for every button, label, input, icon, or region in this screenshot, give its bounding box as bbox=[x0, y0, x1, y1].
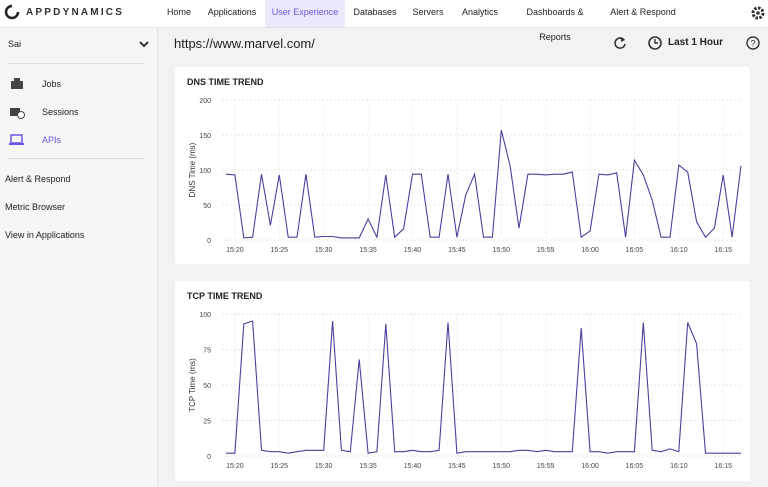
nav-item[interactable]: User Experience bbox=[265, 0, 345, 27]
chart-card: DNS TIME TREND DNS Time (ms) 0 50 100 150 200 1… bbox=[175, 67, 750, 264]
divider bbox=[8, 158, 144, 159]
svg-text:?: ? bbox=[750, 39, 755, 49]
y-tick-label: 25 bbox=[203, 419, 211, 426]
x-tick-label: 15:30 bbox=[315, 247, 333, 254]
side-link[interactable]: View in Applications bbox=[5, 230, 84, 240]
nav-item[interactable]: Analytics bbox=[455, 0, 505, 27]
nav-item[interactable]: Databases bbox=[349, 0, 401, 27]
x-tick-label: 15:40 bbox=[404, 247, 422, 254]
x-tick-label: 15:35 bbox=[359, 247, 377, 254]
nav-item[interactable]: Alert & Respond bbox=[605, 0, 681, 27]
logo: APPDYNAMICS bbox=[26, 7, 124, 18]
x-tick-label: 16:10 bbox=[670, 463, 688, 470]
y-tick-label: 0 bbox=[207, 454, 211, 461]
y-axis-label: DNS Time (ms) bbox=[188, 142, 197, 197]
sessions-icon bbox=[9, 105, 25, 119]
x-tick-label: 15:20 bbox=[226, 247, 244, 254]
y-tick-label: 200 bbox=[199, 98, 211, 105]
y-tick-label: 75 bbox=[203, 348, 211, 355]
y-tick-label: 50 bbox=[203, 203, 211, 210]
chevron bbox=[139, 41, 149, 49]
jobs-icon bbox=[10, 78, 24, 90]
x-tick-label: 15:30 bbox=[315, 463, 333, 470]
side-link[interactable]: Metric Browser bbox=[5, 202, 65, 212]
data-line bbox=[226, 321, 741, 453]
x-tick-label: 16:15 bbox=[714, 463, 732, 470]
data-line bbox=[226, 130, 741, 238]
divider bbox=[8, 63, 144, 64]
time-range[interactable]: Last 1 Hour bbox=[668, 37, 723, 48]
side-item-active[interactable]: APIs bbox=[42, 135, 61, 145]
x-tick-label: 15:40 bbox=[404, 463, 422, 470]
settings-icon[interactable] bbox=[750, 5, 766, 21]
x-tick-label: 15:55 bbox=[537, 247, 555, 254]
y-tick-label: 0 bbox=[207, 238, 211, 245]
apis-icon bbox=[9, 134, 25, 146]
top-nav: APPDYNAMICS Home Applications User Exper… bbox=[0, 0, 768, 28]
x-tick-label: 15:45 bbox=[448, 247, 466, 254]
x-tick-label: 16:15 bbox=[714, 247, 732, 254]
refresh-icon[interactable] bbox=[612, 35, 628, 51]
x-tick-label: 16:05 bbox=[626, 247, 644, 254]
y-tick-label: 50 bbox=[203, 383, 211, 390]
chart-title: TCP TIME TREND bbox=[187, 291, 263, 301]
x-tick-label: 15:25 bbox=[271, 247, 289, 254]
side-item[interactable]: Sessions bbox=[42, 107, 79, 117]
x-tick-label: 16:05 bbox=[626, 463, 644, 470]
x-tick-label: 15:35 bbox=[359, 463, 377, 470]
x-tick-label: 15:50 bbox=[492, 463, 510, 470]
x-tick-label: 15:25 bbox=[271, 463, 289, 470]
x-tick-label: 16:10 bbox=[670, 247, 688, 254]
chart: TCP TIME TREND TCP Time (ms) 0 25 50 75 100 15:… bbox=[175, 281, 750, 481]
sidebar: Sai Jobs Sessions APIs Alert & Respond M… bbox=[0, 28, 158, 487]
chart: DNS TIME TREND DNS Time (ms) 0 50 100 150 200 1… bbox=[175, 67, 750, 264]
y-axis-label: TCP Time (ms) bbox=[188, 358, 197, 412]
chart-card: TCP TIME TREND TCP Time (ms) 0 25 50 75 100 15:… bbox=[175, 281, 750, 481]
y-tick-label: 150 bbox=[199, 133, 211, 140]
side-link[interactable]: Alert & Respond bbox=[5, 174, 71, 184]
x-tick-label: 15:55 bbox=[537, 463, 555, 470]
nav-item[interactable]: Servers bbox=[405, 0, 451, 27]
nav-item[interactable]: Applications bbox=[202, 0, 262, 27]
y-tick-label: 100 bbox=[199, 168, 211, 175]
logo-icon bbox=[4, 4, 24, 24]
x-tick-label: 15:45 bbox=[448, 463, 466, 470]
help-icon[interactable]: ? bbox=[745, 35, 761, 51]
side-item[interactable]: Jobs bbox=[42, 79, 61, 89]
user-select[interactable]: Sai bbox=[8, 39, 21, 49]
x-tick-label: 15:20 bbox=[226, 463, 244, 470]
nav-item[interactable]: Home bbox=[160, 0, 198, 27]
x-tick-label: 16:00 bbox=[581, 247, 599, 254]
chart-title: DNS TIME TREND bbox=[187, 77, 264, 87]
x-tick-label: 16:00 bbox=[581, 463, 599, 470]
nav-item[interactable]: Dashboards & Reports bbox=[510, 0, 600, 27]
page-url: https://www.marvel.com/ bbox=[174, 36, 315, 51]
clock-icon bbox=[647, 35, 663, 51]
y-tick-label: 100 bbox=[199, 312, 211, 319]
x-tick-label: 15:50 bbox=[492, 247, 510, 254]
